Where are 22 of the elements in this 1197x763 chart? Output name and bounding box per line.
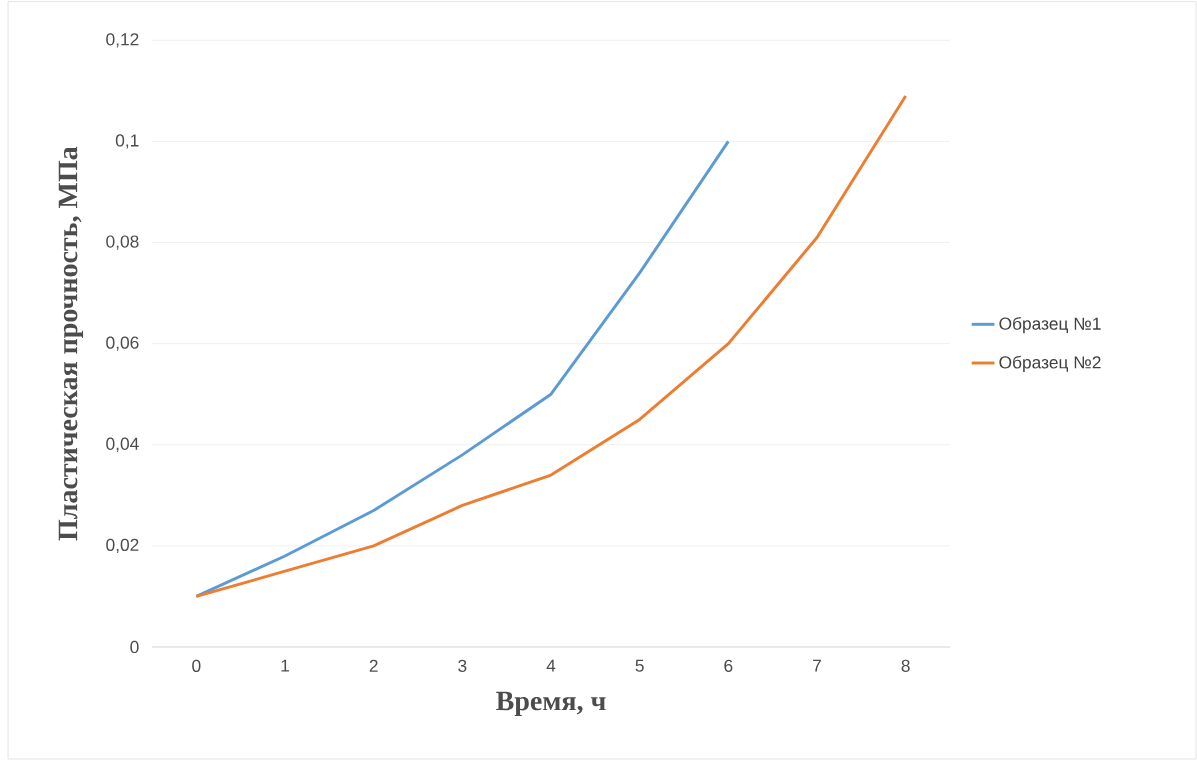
x-tick-label: 4 [546,659,556,672]
y-tick-label: 0,06 [106,336,139,351]
x-tick-label: 8 [901,659,910,672]
x-tick-label: 0 [192,659,201,672]
legend-label: Образец №1 [999,316,1101,334]
y-tick-label: 0,12 [106,33,139,48]
x-tick-label: 3 [458,659,467,672]
y-axis-title: Пластическая прочность, МПа [58,146,84,541]
legend-label: Образец №2 [999,355,1101,372]
x-tick-label: 5 [635,659,644,672]
y-tick-label: 0,04 [106,437,139,452]
y-tick-label: 0,02 [106,538,139,554]
y-tick-label: 0 [130,640,139,654]
x-tick-label: 6 [724,659,733,672]
y-tick-label: 0,1 [115,134,139,149]
y-tick-label: 0,08 [106,235,139,250]
x-tick-label: 2 [369,659,378,672]
line-series [194,94,908,598]
x-axis-title: Время, ч [496,691,606,717]
line-series [194,139,730,598]
x-tick-label: 7 [813,659,821,672]
x-tick-label: 1 [281,659,289,672]
